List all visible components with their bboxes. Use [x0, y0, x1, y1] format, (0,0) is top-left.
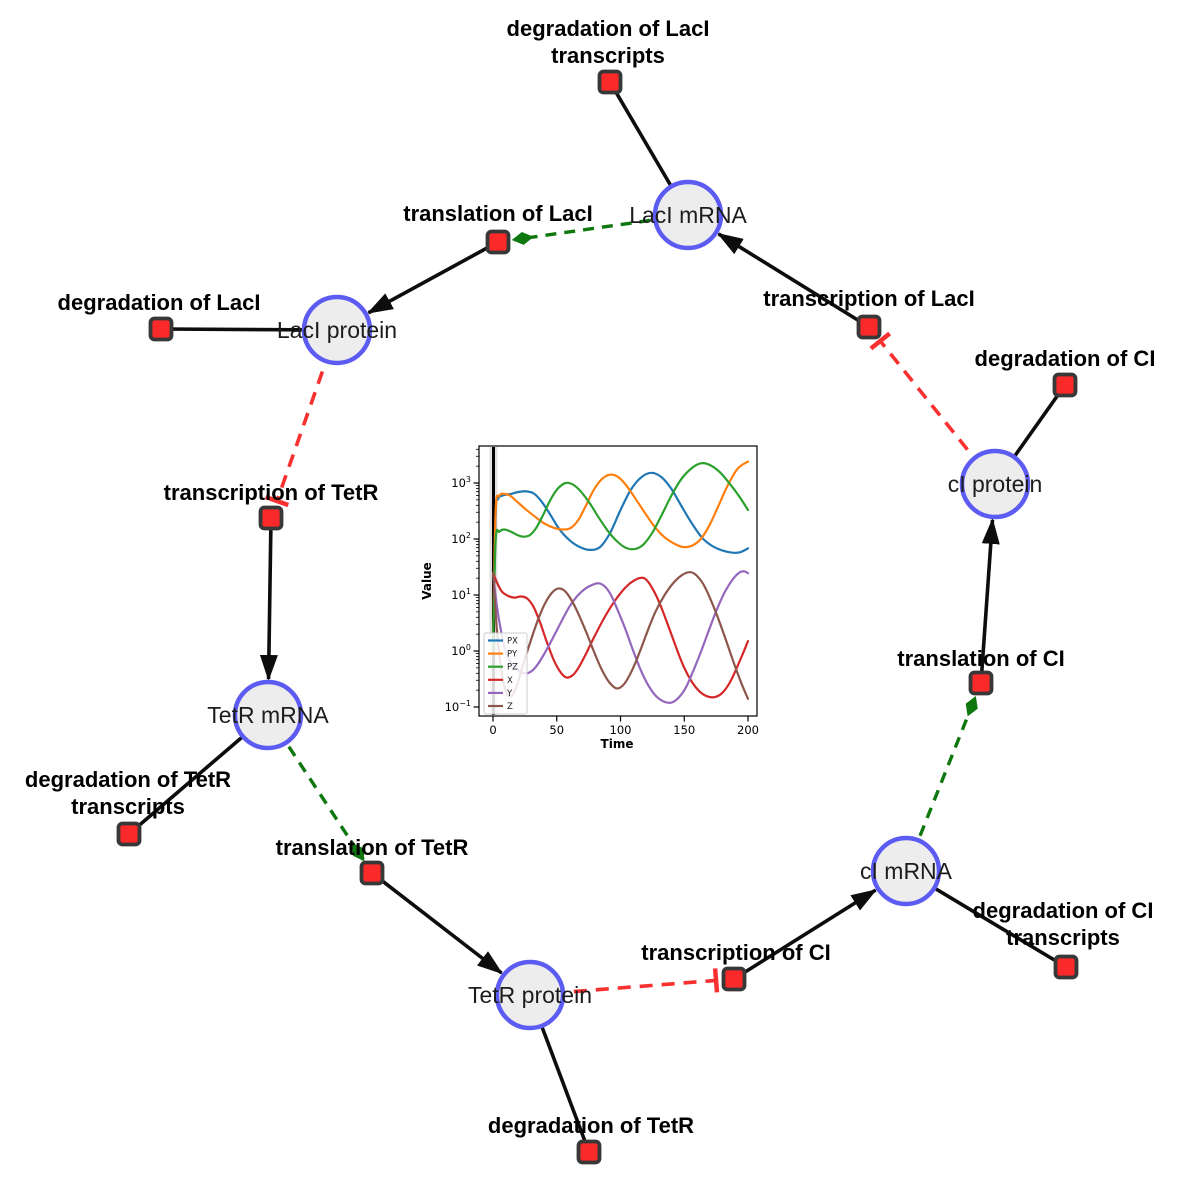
species-label-laci_mrna: LacI mRNA [629, 202, 747, 228]
species-label-tetr_protein: TetR protein [468, 982, 592, 1008]
reaction-label-deg_laci-line0: degradation of LacI [58, 290, 261, 315]
reaction-node-deg_tetr[interactable] [576, 1139, 602, 1165]
reaction-label-deg_tetr_transcripts-line1: transcripts [71, 794, 185, 819]
reaction-node-deg_laci_transcripts[interactable] [597, 69, 623, 95]
reaction-label-deg_ci_transcripts-line0: degradation of CI [973, 898, 1154, 923]
x-tick-label: 100 [610, 723, 632, 737]
x-tick-label: 150 [673, 723, 695, 737]
x-axis-title: Time [601, 737, 634, 751]
reaction-node-transcription_laci[interactable] [856, 314, 882, 340]
legend-box [483, 632, 528, 715]
reaction-node-deg_ci[interactable] [1052, 372, 1078, 398]
labels-layer: LacI mRNA LacI protein cI protein TetR mRNA… [25, 16, 1156, 1138]
edge-product-transcription_ci-ci_mrna [733, 888, 878, 981]
x-tick-label: 50 [549, 723, 564, 737]
series-curve-PY [491, 460, 750, 653]
reaction-node-deg_tetr_transcripts[interactable] [116, 821, 142, 847]
series-curve-PZ [491, 462, 750, 653]
reaction-label-deg_tetr-line0: degradation of TetR [488, 1113, 694, 1138]
reaction-label-deg_laci_transcripts-line1: transcripts [551, 43, 665, 68]
species-node-ci_mrna[interactable] [870, 835, 942, 907]
y-tick-label: 103 [451, 475, 471, 490]
species-node-ci_protein[interactable] [959, 448, 1031, 520]
species-label-laci_protein: LacI protein [277, 317, 397, 343]
reaction-label-translation_tetr-line0: translation of TetR [276, 835, 469, 860]
y-tick-label: 101 [451, 587, 471, 602]
edge-product-transcription_laci-laci_mrna [716, 232, 870, 329]
legend-label-PY: PY [507, 650, 518, 660]
y-tick-label: 10−1 [445, 699, 471, 714]
reaction-label-deg_laci_transcripts-line0: degradation of LacI [507, 16, 710, 41]
species-node-tetr_mrna[interactable] [232, 679, 304, 751]
series-curve-Z [491, 571, 750, 700]
reaction-label-translation_laci-line0: translation of LacI [403, 201, 592, 226]
reaction-label-deg_ci-line0: degradation of CI [975, 346, 1156, 371]
reaction-label-transcription_laci-line0: transcription of LacI [763, 286, 974, 311]
edge-product-translation_ci-ci_protein [979, 517, 1000, 684]
plot-legend: PX PY PZ XYZ [483, 632, 528, 715]
x-tick-label: 0 [489, 723, 496, 737]
reaction-label-transcription_tetr-line0: transcription of TetR [164, 480, 379, 505]
species-node-tetr_protein[interactable] [494, 959, 566, 1031]
nodes-layer [116, 69, 1079, 1165]
reaction-node-transcription_ci[interactable] [721, 966, 747, 992]
reaction-node-transcription_tetr[interactable] [258, 505, 284, 531]
legend-label-X: X [507, 676, 513, 686]
reaction-label-deg_tetr_transcripts-line0: degradation of TetR [25, 767, 231, 792]
species-label-ci_mrna: cI mRNA [860, 858, 953, 884]
plot-axes-box [478, 445, 758, 717]
species-node-laci_protein[interactable] [301, 294, 373, 366]
edge-product-translation_laci-laci_protein [366, 240, 499, 315]
edge-product-translation_tetr-tetr_protein [370, 871, 504, 975]
edges-layer [127, 81, 1067, 1153]
species-label-ci_protein: cI protein [948, 471, 1043, 497]
edge-product-transcription_tetr-tetr_mrna [259, 517, 278, 682]
legend-label-Y: Y [506, 689, 513, 699]
reaction-label-deg_ci_transcripts-line1: transcripts [1006, 925, 1120, 950]
legend-label-PZ: PZ [507, 663, 518, 673]
edge-modifier-ci_mrna-translation_ci [904, 696, 978, 872]
legend-label-Z: Z [507, 702, 513, 712]
reaction-node-deg_ci_transcripts[interactable] [1053, 954, 1079, 980]
reaction-node-deg_laci[interactable] [148, 316, 174, 342]
legend-label-PX: PX [507, 637, 518, 647]
species-label-tetr_mrna: TetR mRNA [207, 702, 329, 728]
reaction-label-translation_ci-line0: translation of CI [897, 646, 1064, 671]
y-tick-label: 102 [451, 531, 471, 546]
y-tick-label: 100 [451, 643, 471, 658]
species-node-laci_mrna[interactable] [652, 179, 724, 251]
reaction-label-transcription_ci-line0: transcription of CI [641, 940, 830, 965]
x-tick-label: 200 [737, 723, 759, 737]
series-curve-PX [491, 471, 750, 653]
series-curve-X [491, 571, 750, 699]
reaction-node-translation_tetr[interactable] [359, 860, 385, 886]
reaction-node-translation_laci[interactable] [485, 229, 511, 255]
reaction-node-translation_ci[interactable] [968, 670, 994, 696]
y-axis-title: Value [420, 562, 434, 600]
series-curves [491, 460, 750, 704]
